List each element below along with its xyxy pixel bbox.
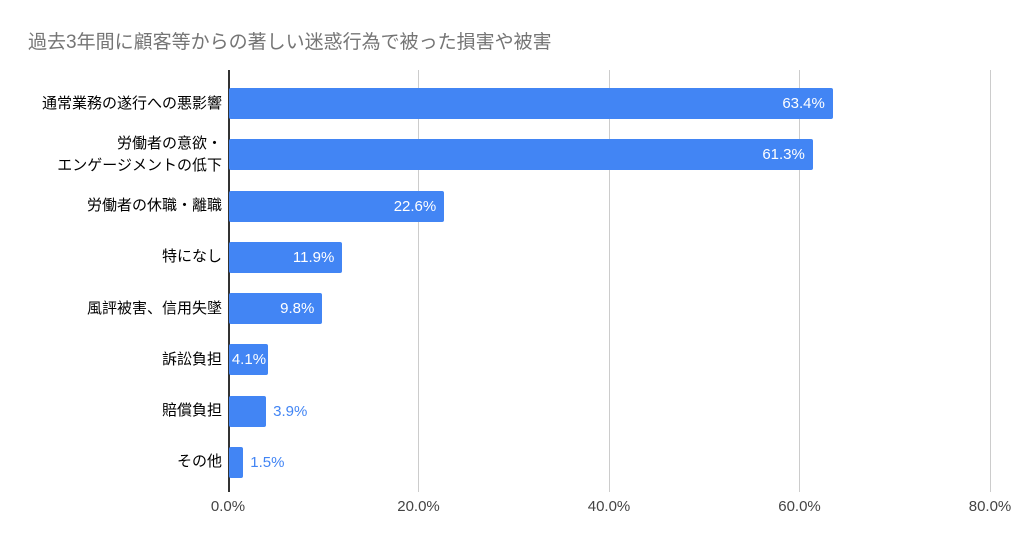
value-label: 63.4% (782, 95, 825, 112)
category-label: 風評被害、信用失墜 (86, 299, 222, 317)
value-label: 1.5% (250, 453, 285, 471)
value-label: 4.1% (231, 351, 267, 369)
gridline (418, 70, 419, 492)
value-label: 22.6% (393, 197, 437, 215)
category-axis: 通常業務の遂行への悪影響労働者の意欲・ エンゲージメントの低下労働者の休職・離職… (0, 0, 222, 546)
bar: 22.6% (229, 190, 445, 222)
category-label: 賠償負担 (161, 402, 222, 419)
gridline (989, 70, 991, 492)
category-label: 通常業務の遂行への悪影響 (41, 94, 222, 112)
category-label: 労働者の休職・離職 (86, 197, 222, 214)
bar (229, 446, 244, 478)
x-tick-label: 80.0% (968, 498, 1012, 515)
bar: 63.4% (229, 88, 833, 119)
category-label: 訴訟負担 (161, 350, 222, 368)
x-tick-label: 20.0% (397, 498, 440, 515)
bar: 11.9% (229, 241, 343, 273)
gridline (799, 70, 800, 492)
bar: 9.8% (229, 293, 323, 324)
x-tick-label: 60.0% (778, 498, 821, 515)
bar: 4.1% (229, 344, 269, 376)
x-tick-label: 40.0% (587, 498, 631, 515)
chart-title: 過去3年間に顧客等からの著しい迷惑行為で被った損害や被害 (28, 32, 552, 53)
x-tick-label: 0.0% (210, 498, 246, 515)
category-label: その他 (176, 453, 222, 471)
value-label: 11.9% (292, 248, 335, 266)
value-label: 3.9% (273, 402, 308, 420)
bar (229, 395, 267, 427)
category-label: 労働者の意欲・ エンゲージメントの低下 (57, 134, 222, 174)
bar: 61.3% (229, 139, 813, 171)
y-axis-line (228, 70, 230, 492)
value-label: 61.3% (762, 146, 805, 164)
gridline (608, 70, 610, 492)
category-label: 特になし (161, 248, 222, 266)
value-label: 9.8% (280, 300, 315, 317)
plot-area: 63.4% 61.3% 22.6% 11.9% 9.8% 4.1% 3.9% 1.5% (228, 70, 991, 492)
